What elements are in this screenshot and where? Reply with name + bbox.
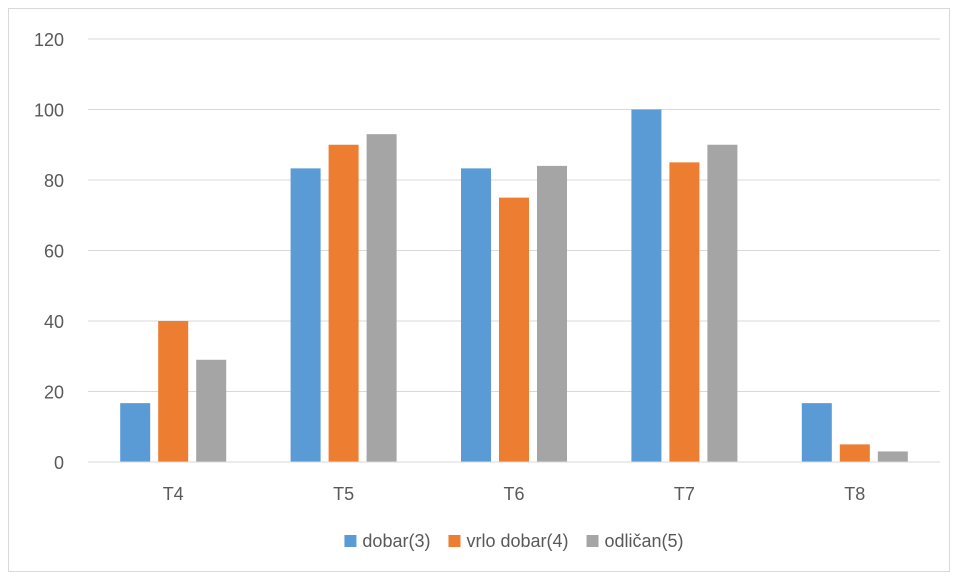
- bar-vrlo dobar(4)-T8: [839, 444, 870, 462]
- legend-label: dobar(3): [362, 531, 430, 551]
- bar-odličan(5)-T6: [537, 165, 567, 462]
- bar-vrlo dobar(4)-T5: [328, 144, 359, 462]
- y-tick-label: 20: [44, 383, 64, 403]
- bar-dobar(3)-T5: [290, 168, 321, 462]
- bar-vrlo dobar(4)-T7: [669, 162, 700, 462]
- y-tick-label: 120: [34, 30, 64, 50]
- bar-odličan(5)-T4: [196, 359, 227, 462]
- bar-odličan(5)-T5: [366, 134, 397, 463]
- bar-dobar(3)-T4: [120, 403, 151, 462]
- x-tick-label: T4: [163, 484, 184, 504]
- legend: dobar(3) vrlo dobar(4) odličan(5): [344, 531, 684, 551]
- legend-swatch: [344, 535, 357, 547]
- legend-swatch: [586, 535, 599, 547]
- bar-vrlo dobar(4)-T4: [158, 321, 189, 462]
- y-tick-label: 100: [34, 101, 64, 121]
- bar-vrlo dobar(4)-T6: [499, 197, 529, 462]
- y-axis-ticks: 0 20 40 60 80 100 120: [34, 30, 64, 473]
- bar-odličan(5)-T8: [877, 451, 908, 462]
- bar-dobar(3)-T7: [631, 109, 662, 462]
- x-tick-label: T6: [503, 484, 524, 504]
- y-tick-label: 60: [44, 242, 64, 262]
- x-tick-label: T5: [333, 484, 354, 504]
- x-tick-label: T8: [844, 484, 865, 504]
- bar-odličan(5)-T7: [707, 144, 738, 462]
- x-tick-label: T7: [674, 484, 695, 504]
- legend-label: vrlo dobar(4): [466, 531, 568, 551]
- bar-dobar(3)-T8: [801, 403, 832, 462]
- x-axis-ticks: T4 T5 T6 T7 T8: [163, 484, 866, 504]
- y-tick-label: 40: [44, 312, 64, 332]
- legend-label: odličan(5): [605, 531, 684, 551]
- y-tick-label: 80: [44, 171, 64, 191]
- legend-swatch: [448, 535, 461, 547]
- gridlines: [88, 38, 940, 392]
- bar-dobar(3)-T6: [461, 168, 491, 462]
- bars: [120, 109, 908, 463]
- y-tick-label: 0: [54, 453, 64, 473]
